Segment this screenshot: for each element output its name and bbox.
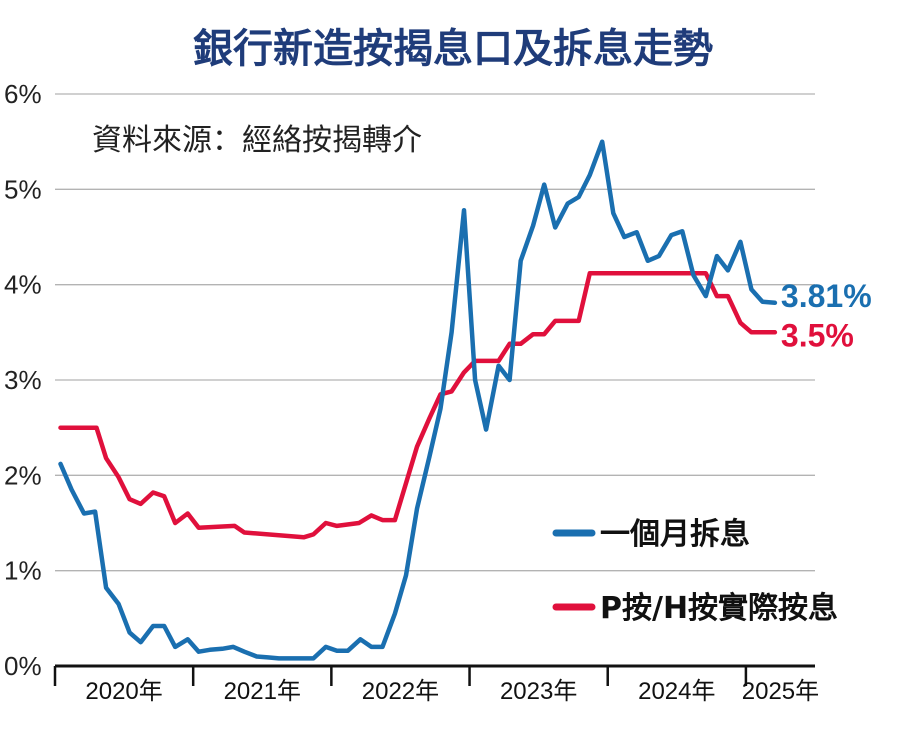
y-tick-label: 1% <box>4 556 42 586</box>
y-tick-label: 0% <box>4 651 42 681</box>
series-lines <box>58 139 778 661</box>
series-line-hibor <box>58 139 778 661</box>
y-axis-ticks: 0% 1% 2% 3% 4% 5% 6% <box>4 79 42 681</box>
y-tick-label: 2% <box>4 460 42 490</box>
chart-title: 銀行新造按揭息口及拆息走勢 <box>193 26 713 72</box>
end-label-prime: 3.5% <box>781 317 854 353</box>
legend: 一個月拆息 P按/H按實際按息 <box>552 517 838 626</box>
end-labels: 3.81%3.5% <box>781 278 872 354</box>
y-tick-label: 3% <box>4 365 42 395</box>
series-line-prime <box>58 270 778 540</box>
x-tick-label: 2023年 <box>500 678 577 705</box>
source-note: 資料來源：經絡按揭轉介 <box>92 123 422 158</box>
x-axis: 2020年 2021年 2022年 2023年 2024年 2025年 <box>53 664 819 705</box>
y-tick-label: 6% <box>4 79 42 109</box>
legend-prime-label: P按/H按實際按息 <box>600 591 838 626</box>
y-tick-label: 4% <box>4 270 42 300</box>
end-label-hibor: 3.81% <box>781 278 872 314</box>
x-tick-label: 2025年 <box>742 678 819 705</box>
x-tick-label: 2022年 <box>362 678 439 705</box>
x-tick-label: 2024年 <box>638 678 715 705</box>
x-tick-label: 2020年 <box>85 678 162 705</box>
gridlines <box>55 93 815 572</box>
y-tick-label: 5% <box>4 174 42 204</box>
legend-hibor-label: 一個月拆息 <box>600 517 750 552</box>
x-tick-label: 2021年 <box>224 678 301 705</box>
